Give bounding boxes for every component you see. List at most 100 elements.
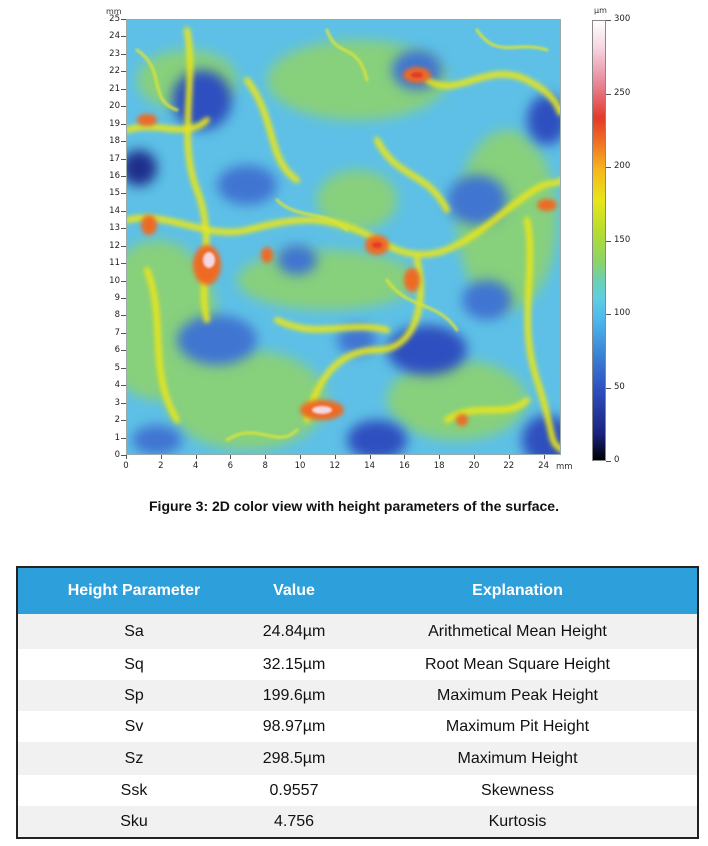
- explanation-cell: Root Mean Square Height: [425, 655, 610, 673]
- y-tick-mark: [121, 228, 126, 230]
- x-tick-mark: [369, 455, 371, 459]
- table-row: Sz 298.5µm Maximum Height: [18, 742, 697, 775]
- y-tick-label: 25: [109, 14, 120, 24]
- explanation-cell: Maximum Peak Height: [437, 686, 598, 704]
- colorbar-tick-label: 50: [614, 381, 625, 392]
- x-tick-mark: [300, 455, 301, 459]
- header-parameter: Height Parameter: [67, 582, 201, 599]
- y-tick-mark: [121, 88, 126, 90]
- y-tick-label: 21: [109, 83, 120, 94]
- x-tick-label: 12: [329, 461, 341, 471]
- parameter-cell: Sku: [120, 812, 148, 830]
- y-tick-label: 11: [109, 258, 120, 269]
- table-row: Sv 98.97µm Maximum Pit Height: [18, 711, 697, 742]
- explanation-cell: Arithmetical Mean Height: [428, 622, 607, 640]
- y-tick-mark: [121, 210, 126, 212]
- y-tick-label: 15: [109, 188, 120, 199]
- y-tick-mark: [121, 367, 126, 369]
- value-cell: 199.6µm: [262, 686, 326, 704]
- x-tick-mark: [230, 455, 232, 459]
- parameter-cell: Sp: [124, 686, 144, 704]
- header-explanation: Explanation: [472, 582, 563, 599]
- value-cell: 298.5µm: [262, 749, 326, 767]
- parameter-cell: Sq: [124, 655, 144, 673]
- table-row: Ssk 0.9557 Skewness: [18, 775, 697, 806]
- y-tick-mark: [121, 141, 126, 143]
- colorbar-tick-label: 250: [614, 87, 631, 98]
- y-tick-label: 13: [109, 223, 120, 234]
- explanation-cell: Skewness: [481, 781, 554, 799]
- x-tick-label: 8: [262, 461, 268, 471]
- x-tick-label: 24: [538, 461, 549, 471]
- colorbar-tick-mark: [606, 240, 611, 242]
- height-parameters-table: Height Parameter Value Explanation Sa 24.…: [16, 566, 699, 839]
- y-tick-mark: [121, 455, 126, 456]
- x-tick-mark: [508, 455, 510, 459]
- x-tick-label: 20: [468, 461, 480, 471]
- map-yellow-ridges: [127, 27, 560, 453]
- colorbar-tick-mark: [606, 20, 611, 21]
- colorbar-tick-label: 200: [614, 161, 631, 171]
- explanation-cell: Maximum Height: [457, 749, 578, 767]
- y-tick-mark: [121, 193, 126, 195]
- y-tick-label: 9: [114, 293, 120, 304]
- y-tick-mark: [121, 36, 126, 38]
- x-tick-label: 2: [158, 461, 164, 471]
- parameter-cell: Sa: [124, 622, 144, 640]
- y-tick-mark: [121, 245, 126, 247]
- x-tick-mark: [126, 455, 127, 459]
- y-tick-label: 20: [109, 101, 120, 112]
- y-tick-label: 24: [109, 31, 120, 42]
- x-tick-label: 0: [123, 461, 129, 471]
- y-tick-label: 8: [114, 310, 120, 321]
- value-cell: 32.15µm: [262, 655, 326, 673]
- map-red-peaks: [137, 67, 557, 426]
- y-tick-label: 14: [109, 205, 120, 216]
- x-tick-label: 22: [503, 461, 515, 471]
- y-tick-label: 0: [114, 450, 120, 460]
- y-tick-label: 10: [109, 275, 120, 286]
- table-row: Sp 199.6µm Maximum Peak Height: [18, 680, 697, 711]
- y-tick-label: 6: [114, 345, 120, 356]
- surface-height-map: [126, 19, 561, 455]
- y-tick-label: 7: [114, 327, 120, 338]
- x-tick-mark: [265, 455, 267, 459]
- y-tick-label: 17: [109, 153, 120, 164]
- height-map-svg: [127, 20, 560, 454]
- y-tick-label: 18: [109, 136, 120, 147]
- colorbar-tick-mark: [606, 167, 611, 168]
- y-tick-mark: [121, 402, 126, 404]
- y-tick-label: 12: [109, 240, 120, 251]
- header-value: Value: [273, 582, 315, 599]
- table-row: Sku 4.756 Kurtosis: [18, 806, 697, 837]
- y-tick-label: 4: [114, 380, 120, 391]
- parameter-cell: Sz: [124, 749, 144, 767]
- y-tick-label: 22: [109, 66, 120, 77]
- y-tick-mark: [121, 280, 126, 282]
- x-tick-mark: [474, 455, 475, 459]
- y-tick-label: 16: [109, 170, 120, 181]
- colorbar-tick-mark: [606, 93, 611, 95]
- value-cell: 4.756: [273, 812, 315, 830]
- y-axis-unit: mm: [106, 7, 122, 16]
- colorbar-tick-label: 100: [614, 308, 631, 318]
- colorbar-tick-label: 0: [614, 455, 620, 465]
- y-tick-label: 2: [114, 415, 120, 426]
- y-tick-mark: [121, 385, 126, 387]
- y-tick-mark: [121, 71, 126, 73]
- y-tick-mark: [121, 437, 126, 439]
- x-tick-mark: [543, 455, 545, 459]
- y-tick-mark: [121, 19, 126, 20]
- y-tick-mark: [121, 53, 126, 55]
- y-tick-label: 5: [114, 362, 120, 373]
- surface-figure: mm mm µm: [106, 6, 631, 514]
- parameter-cell: Ssk: [120, 781, 148, 799]
- colorbar-tick-mark: [606, 387, 611, 389]
- x-tick-mark: [195, 455, 197, 459]
- table-row: Sa 24.84µm Arithmetical Mean Height: [18, 614, 697, 649]
- value-cell: 0.9557: [269, 781, 319, 799]
- x-tick-label: 14: [364, 461, 375, 471]
- colorbar: [592, 20, 606, 461]
- y-tick-mark: [121, 123, 126, 125]
- x-tick-label: 10: [294, 461, 306, 471]
